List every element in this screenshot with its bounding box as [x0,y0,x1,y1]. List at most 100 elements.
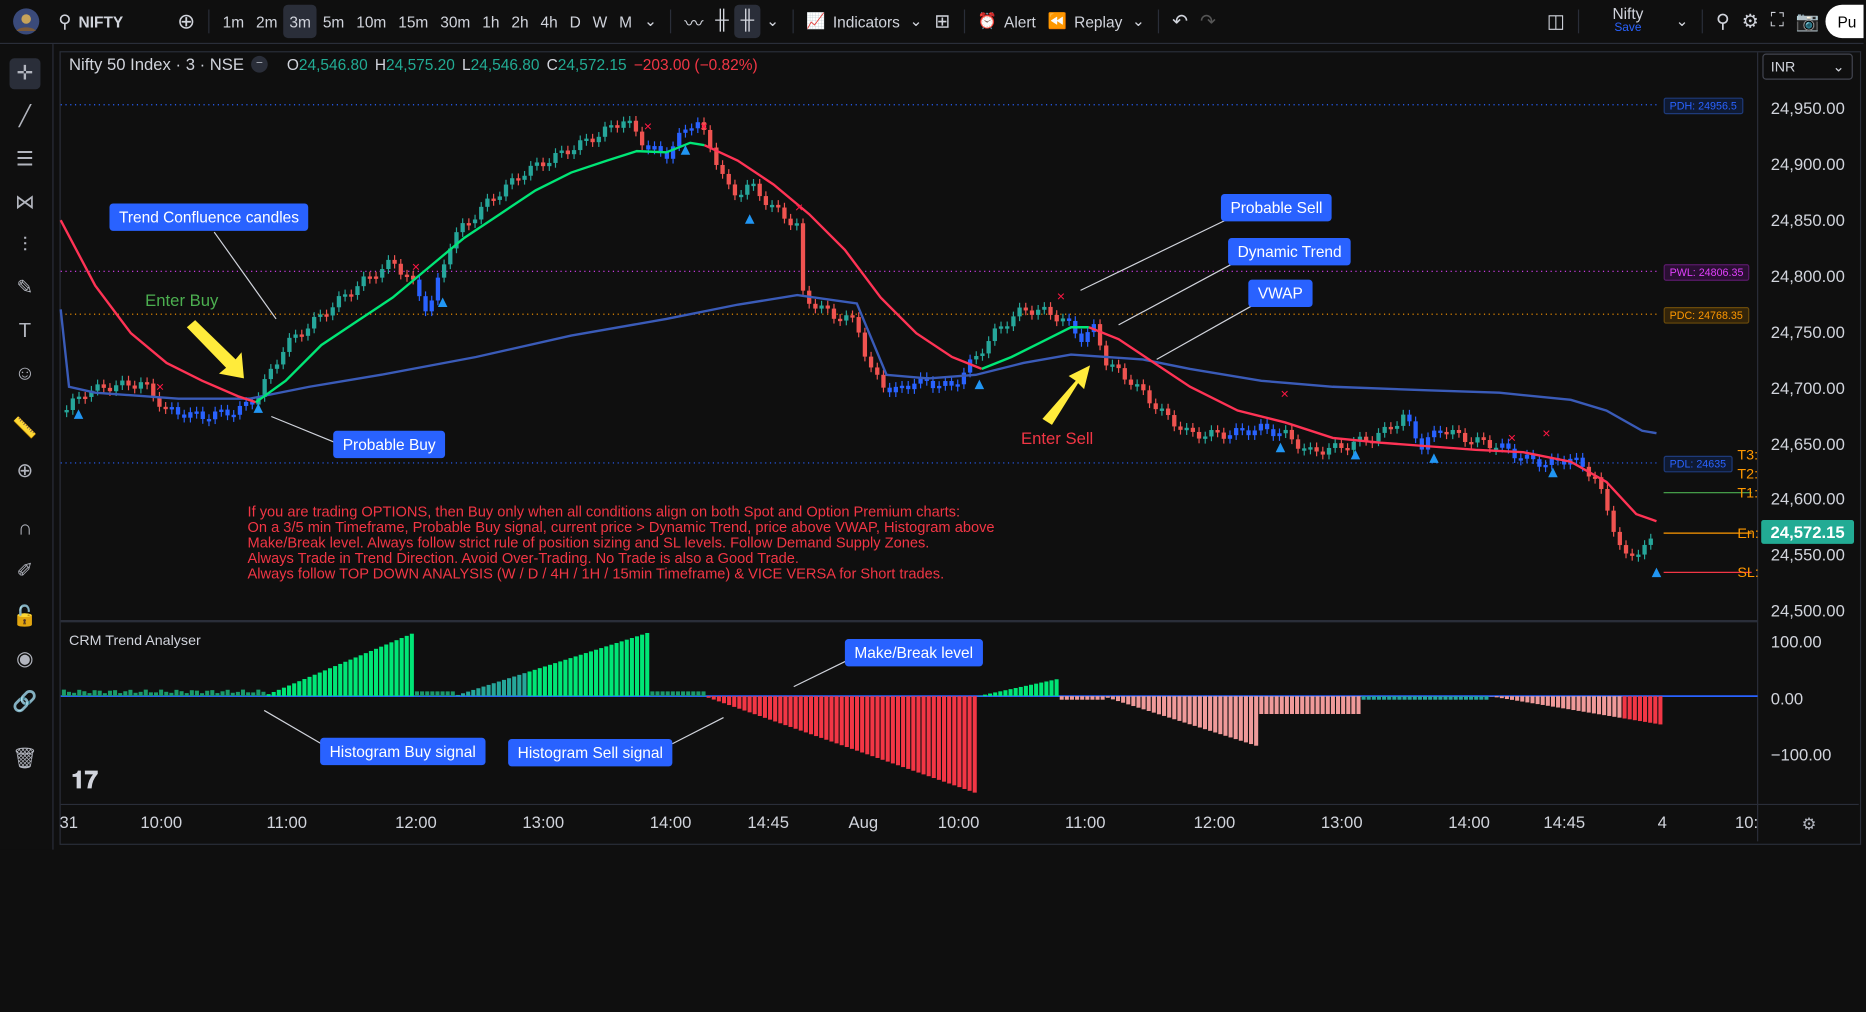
histogram-bar [1275,696,1279,714]
histogram-bar [348,660,352,697]
candle-body [1475,437,1479,442]
candle-body [1253,430,1257,435]
t1-label: T1: [1737,484,1758,501]
symbol-title[interactable]: Nifty 50 Index · 3 · NSE [69,55,244,74]
callout-histogram-buy[interactable]: Histogram Buy signal [320,738,485,765]
dynamic-trend-up-2 [982,327,1089,369]
histogram-bar [98,691,102,696]
histogram-bar [763,696,767,718]
histogram-bar [584,653,588,696]
histogram-bar [497,682,501,697]
histogram-bar [829,696,833,741]
candle-body [1141,384,1145,390]
oscillator-title[interactable]: CRM Trend Analyser [69,632,201,649]
histogram-bar [824,696,828,740]
histogram-bar [1034,684,1038,696]
candle-body [281,352,285,364]
histogram-bar [1633,696,1637,720]
osc-label-neg100: −100.00 [1771,745,1832,764]
candle-body [943,381,947,386]
candle-body [751,184,755,186]
histogram-bar [492,683,496,696]
trading-note[interactable]: If you are trading OPTIONS, then Buy onl… [248,505,995,582]
candle-body [529,166,533,176]
candle-body [1432,431,1436,438]
histogram-bar [1239,696,1243,741]
chevron-down-icon: ⌄ [1833,58,1845,75]
label-enter-buy[interactable]: Enter Buy [145,290,218,309]
callout-histogram-sell[interactable]: Histogram Sell signal [508,739,672,766]
candle-body [1618,532,1622,545]
candle-body [912,384,916,390]
candle-body [733,184,737,195]
histogram-bar [354,657,358,696]
callout-make-break[interactable]: Make/Break level [845,639,983,666]
histogram-bar [451,691,455,696]
candle-body [362,276,366,286]
histogram-bar [609,645,613,696]
chart-canvas[interactable]: ××××××××× 𝟏𝟕 [0,0,1864,850]
histogram-bar [307,677,311,696]
callout-dynamic-trend[interactable]: Dynamic Trend [1228,238,1351,265]
histogram-bar [461,693,465,696]
histogram-bar [1500,696,1504,698]
histogram-bar [374,649,378,696]
candle-body [1451,430,1455,434]
histogram-bar [1536,696,1540,704]
histogram-bar [1505,696,1509,699]
candle-body [888,388,892,393]
histogram-bar [1571,696,1575,710]
histogram-bar [773,696,777,721]
candle-body [857,317,861,333]
candle-body [176,407,180,414]
candle-body [207,419,211,421]
callout-probable-sell[interactable]: Probable Sell [1221,194,1332,221]
histogram-bar [1377,696,1381,700]
histogram-bar [169,693,173,696]
histogram-bar [1382,696,1386,700]
candle-body [1302,448,1306,450]
histogram-bar [277,690,281,696]
candle-body [974,356,978,359]
candle-body [900,386,904,388]
histogram-bar [282,688,286,696]
callout-trend-confluence[interactable]: Trend Confluence candles [109,203,308,230]
time-label: 10:00 [140,813,182,832]
candle-body [621,121,625,127]
candle-body [64,410,68,412]
time-axis-settings-icon[interactable]: ⚙ [1802,814,1817,834]
histogram-bar [814,696,818,736]
candle-body [1296,439,1300,448]
histogram-bar [343,662,347,696]
candle-body [1259,424,1263,431]
histogram-bar [415,691,419,696]
chart-legend[interactable]: Nifty 50 Index · 3 · NSE − O24,546.80 H2… [69,55,758,74]
candle-body [646,145,650,149]
histogram-bar [850,696,854,749]
candle-body [1321,452,1325,455]
candle-body [739,195,743,197]
legend-collapse-icon[interactable]: − [251,56,268,73]
histogram-bar [645,633,649,696]
callout-probable-buy[interactable]: Probable Buy [333,431,445,458]
candle-body [1574,458,1578,460]
candle-body [1537,459,1541,467]
currency-value: INR [1771,58,1796,75]
candle-body [1352,442,1356,450]
histogram-bar [1628,696,1632,719]
candle-body [795,223,799,225]
histogram-bar [1116,696,1120,701]
histogram-bar [251,692,255,696]
time-label: 14:00 [650,813,692,832]
candle-body [1061,318,1065,321]
callout-vwap[interactable]: VWAP [1248,280,1312,307]
candle-body [392,260,396,264]
label-enter-sell[interactable]: Enter Sell [1021,428,1093,447]
time-label: 10: [1735,813,1758,832]
candle-body [813,304,817,309]
candle-body [83,397,87,399]
currency-select[interactable]: INR ⌄ [1762,54,1852,80]
histogram-bar [671,691,675,696]
histogram-bar [538,668,542,696]
candle-body [423,296,427,311]
